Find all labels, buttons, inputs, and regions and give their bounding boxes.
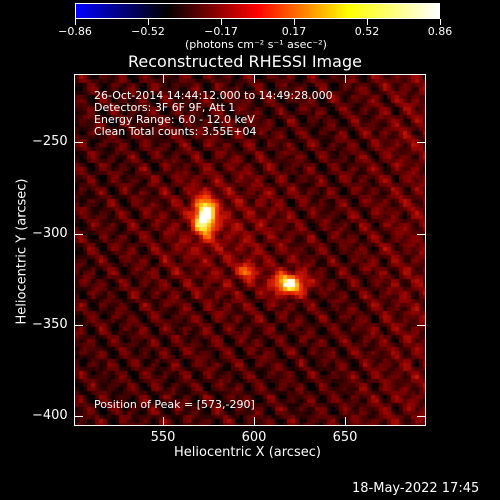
info-line-1: 26-Oct-2014 14:44:12.000 to 14:49:28.000 (94, 89, 333, 102)
y-tick-label: −250 (32, 134, 68, 149)
colorbar-tick-label: −0.52 (131, 25, 165, 38)
x-tick-mark (345, 417, 346, 425)
info-line-3: Energy Range: 6.0 - 12.0 keV (94, 113, 255, 126)
y-tick-mark (417, 234, 425, 235)
y-tick-mark (75, 325, 83, 326)
colorbar-tick-label: 0.52 (354, 25, 380, 38)
y-tick-mark (417, 416, 425, 417)
x-tick-mark (163, 75, 164, 83)
colorbar-units-label: (photons cm⁻² s⁻¹ asec⁻²) (185, 38, 327, 51)
x-tick-label: 650 (332, 430, 358, 445)
y-tick-label: −300 (32, 226, 68, 241)
image-plot-area: 26-Oct-2014 14:44:12.000 to 14:49:28.000… (74, 74, 426, 426)
colorbar-tick (75, 19, 76, 25)
info-line-4: Clean Total counts: 3.55E+04 (94, 125, 257, 138)
colorbar-tick-label: −0.17 (204, 25, 238, 38)
x-axis-label: Heliocentric X (arcsec) (174, 445, 321, 460)
x-tick-mark (254, 417, 255, 425)
peak-position-label: Position of Peak = [573,-290] (94, 398, 255, 411)
colorbar-tick (294, 19, 295, 25)
x-tick-label: 550 (150, 430, 176, 445)
x-tick-mark (163, 417, 164, 425)
x-tick-label: 600 (241, 430, 267, 445)
x-tick-mark (254, 75, 255, 83)
plot-title: Reconstructed RHESSI Image (128, 52, 362, 71)
colorbar-tick-label: 0.17 (281, 25, 307, 38)
y-axis-label: Heliocentric Y (arcsec) (14, 178, 30, 325)
y-tick-mark (75, 416, 83, 417)
y-tick-mark (417, 142, 425, 143)
colorbar-tick-label: −0.86 (58, 25, 92, 38)
y-tick-mark (417, 325, 425, 326)
colorbar-tick (221, 19, 222, 25)
y-tick-label: −400 (32, 408, 68, 423)
y-tick-label: −350 (32, 317, 68, 332)
info-line-2: Detectors: 3F 6F 9F, Att 1 (94, 101, 236, 114)
colorbar (75, 3, 440, 19)
timestamp: 18-May-2022 17:45 (352, 481, 480, 496)
reconstructed-image (75, 75, 425, 425)
colorbar-tick (148, 19, 149, 25)
y-tick-mark (75, 234, 83, 235)
colorbar-tick (367, 19, 368, 25)
x-tick-mark (345, 75, 346, 83)
y-tick-mark (75, 142, 83, 143)
colorbar-tick (440, 19, 441, 25)
colorbar-tick-label: 0.86 (427, 25, 453, 38)
